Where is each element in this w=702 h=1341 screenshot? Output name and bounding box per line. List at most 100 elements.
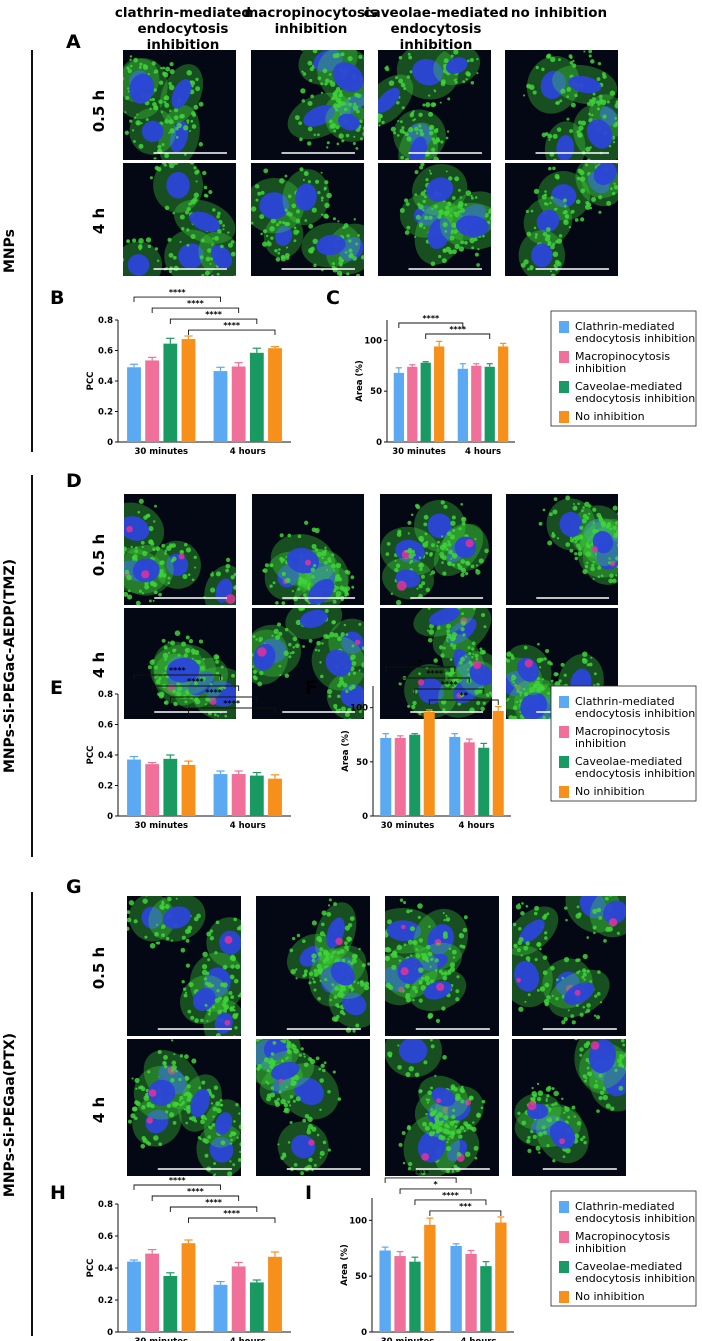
uptake-dot [313,45,318,50]
uptake-dot [376,1001,379,1004]
bar [492,710,504,816]
uptake-dot [418,938,424,943]
uptake-dot [569,129,574,134]
uptake-dot [140,540,145,545]
uptake-dot [575,1003,579,1008]
cell-nucleus [148,1079,176,1106]
uptake-dot [417,915,421,919]
uptake-dot [280,1155,285,1160]
uptake-dot [213,1162,217,1166]
y-axis-label: PCC [86,1259,96,1278]
uptake-dot [353,955,357,959]
uptake-dot [237,659,242,664]
panel-letter: G [66,876,82,898]
uptake-dot [546,912,550,916]
uptake-dot [344,569,349,574]
uptake-dot [312,50,318,54]
significance-label: **** [205,688,223,697]
uptake-dot [571,1020,576,1025]
uptake-dot [418,967,424,973]
uptake-dot [209,929,214,933]
uptake-dot [247,1068,250,1071]
uptake-dot [443,971,448,976]
uptake-dot [363,665,364,667]
uptake-dot [327,688,333,695]
uptake-dot [148,539,154,545]
uptake-dot [333,129,337,133]
uptake-dot [404,983,410,989]
uptake-dot [464,1151,471,1158]
uptake-dot [172,689,176,694]
x-tick-label: 4 hours [230,1337,266,1341]
uptake-dot [238,1112,241,1115]
nanoparticle-signal [224,935,233,944]
uptake-dot [209,262,212,265]
bar [450,1246,462,1332]
uptake-dot [450,643,454,647]
uptake-dot [282,221,286,225]
uptake-dot [355,146,359,150]
bar [231,1266,246,1332]
uptake-dot [108,571,111,574]
uptake-dot [325,951,330,956]
uptake-dot [536,686,540,690]
uptake-dot [344,941,348,946]
uptake-dot [440,140,444,144]
uptake-dot [534,680,541,686]
uptake-dot [460,1177,465,1182]
uptake-dot [397,1044,400,1047]
uptake-dot [545,227,551,232]
uptake-dot [367,626,372,631]
uptake-dot [584,564,589,569]
uptake-dot [193,916,199,922]
uptake-dot [393,131,397,135]
uptake-dot [593,672,597,676]
legend-label-line: Caveolae-mediated [575,1260,682,1273]
uptake-dot [546,691,551,696]
nanoparticle-signal [146,1117,153,1124]
uptake-dot [273,628,279,634]
uptake-dot [295,218,301,224]
significance-bracket [399,677,470,683]
uptake-dot [295,619,302,626]
uptake-dot [295,643,300,649]
uptake-dot [324,977,328,982]
uptake-dot [284,208,288,212]
uptake-dot [252,636,253,638]
uptake-dot [444,229,448,233]
nanoparticle-signal [257,647,267,657]
significance-bracket [429,1210,502,1216]
uptake-dot [571,1105,576,1110]
uptake-dot [457,720,461,724]
uptake-dot [574,556,579,561]
uptake-dot [336,950,341,955]
uptake-dot [627,1092,631,1096]
uptake-dot [423,189,427,193]
significance-label: **** [223,321,241,330]
uptake-dot [607,561,611,565]
uptake-dot [374,692,379,697]
uptake-dot [337,694,341,699]
uptake-dot [263,168,269,174]
uptake-dot [440,653,445,658]
uptake-dot [233,978,239,984]
uptake-dot [264,563,269,568]
uptake-dot [283,1102,289,1108]
uptake-dot [444,1123,449,1128]
uptake-dot [429,552,433,556]
uptake-dot [535,65,539,70]
bar [424,1224,436,1332]
column-header-line: inhibition [400,37,473,53]
uptake-dot [185,963,191,968]
uptake-dot [158,1142,163,1147]
significance-bracket [188,707,276,713]
uptake-dot [300,608,306,611]
uptake-dot [167,641,170,644]
y-tick-label: 0 [107,1328,113,1338]
uptake-dot [509,724,512,727]
uptake-dot [462,80,466,84]
uptake-dot [628,1068,631,1071]
uptake-dot [164,119,170,124]
uptake-dot [167,896,172,902]
uptake-dot [363,981,370,987]
